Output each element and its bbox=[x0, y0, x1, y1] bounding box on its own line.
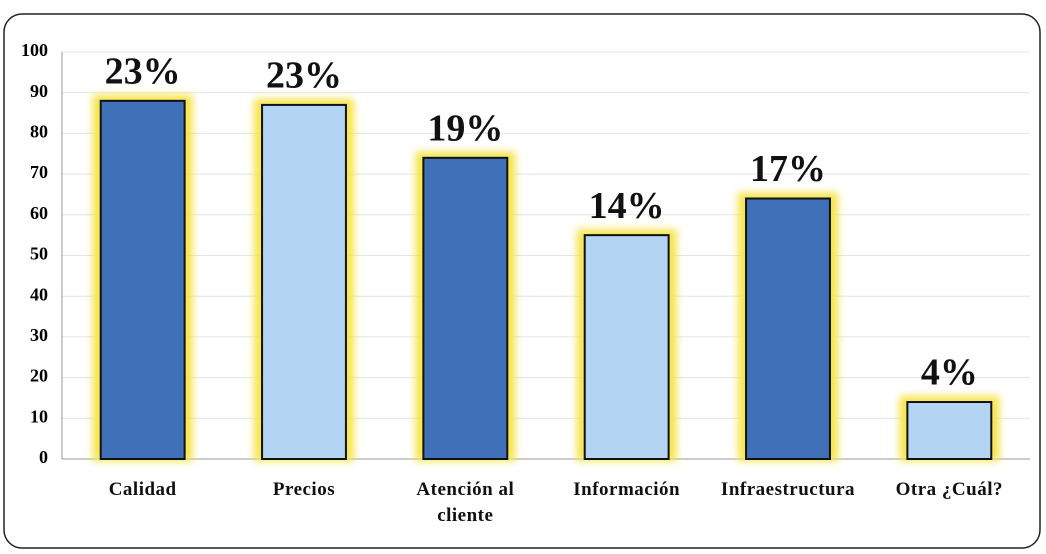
x-tick-label: Otra ¿Cuál? bbox=[895, 479, 1003, 500]
x-tick-label: Atención al cliente bbox=[416, 479, 515, 526]
y-tick-label: 0 bbox=[39, 447, 48, 467]
bar bbox=[583, 234, 670, 460]
data-label: 19% bbox=[427, 108, 503, 150]
data-label: 23% bbox=[266, 55, 342, 97]
x-tick-label: Precios bbox=[272, 479, 336, 500]
y-tick-label: 70 bbox=[30, 162, 48, 182]
bar bbox=[261, 103, 347, 460]
x-tick-label: Infraestructura bbox=[720, 479, 856, 500]
y-tick-label: 40 bbox=[30, 284, 48, 304]
y-tick-label: 20 bbox=[30, 366, 48, 386]
x-tick-label: Información bbox=[573, 479, 681, 500]
data-label: 4% bbox=[921, 352, 978, 394]
y-tick-label: 30 bbox=[30, 325, 48, 345]
x-tick-label: Calidad bbox=[108, 479, 177, 500]
data-label: 14% bbox=[589, 185, 665, 227]
y-tick-label: 50 bbox=[30, 244, 48, 264]
bar bbox=[745, 197, 831, 461]
bar bbox=[422, 156, 509, 460]
data-label: 17% bbox=[750, 148, 826, 190]
y-tick-label: 10 bbox=[30, 406, 48, 426]
frame bbox=[3, 13, 1041, 549]
y-tick-label: 60 bbox=[30, 203, 48, 223]
bar bbox=[906, 401, 993, 460]
bar bbox=[99, 99, 186, 460]
data-label: 23% bbox=[105, 51, 181, 93]
y-tick-label: 80 bbox=[30, 122, 48, 142]
y-tick-label: 90 bbox=[30, 81, 48, 101]
y-tick-label: 100 bbox=[21, 40, 48, 60]
